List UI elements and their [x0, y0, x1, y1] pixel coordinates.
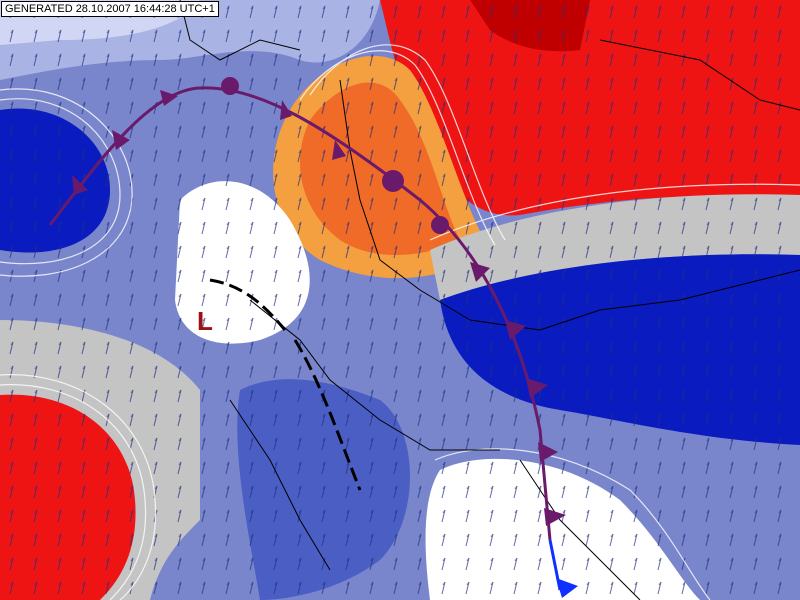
borders: [179, 0, 800, 600]
occluded-front: [48, 86, 552, 541]
trough-line: [209, 278, 287, 331]
isolines: [0, 44, 800, 600]
front-symbol: [556, 578, 578, 598]
front-symbols: [72, 77, 566, 526]
low-label: L: [197, 306, 213, 336]
trough-line: [293, 339, 362, 491]
generated-stamp: GENERATED 28.10.2007 16:44:28 UTC+1: [1, 1, 219, 17]
